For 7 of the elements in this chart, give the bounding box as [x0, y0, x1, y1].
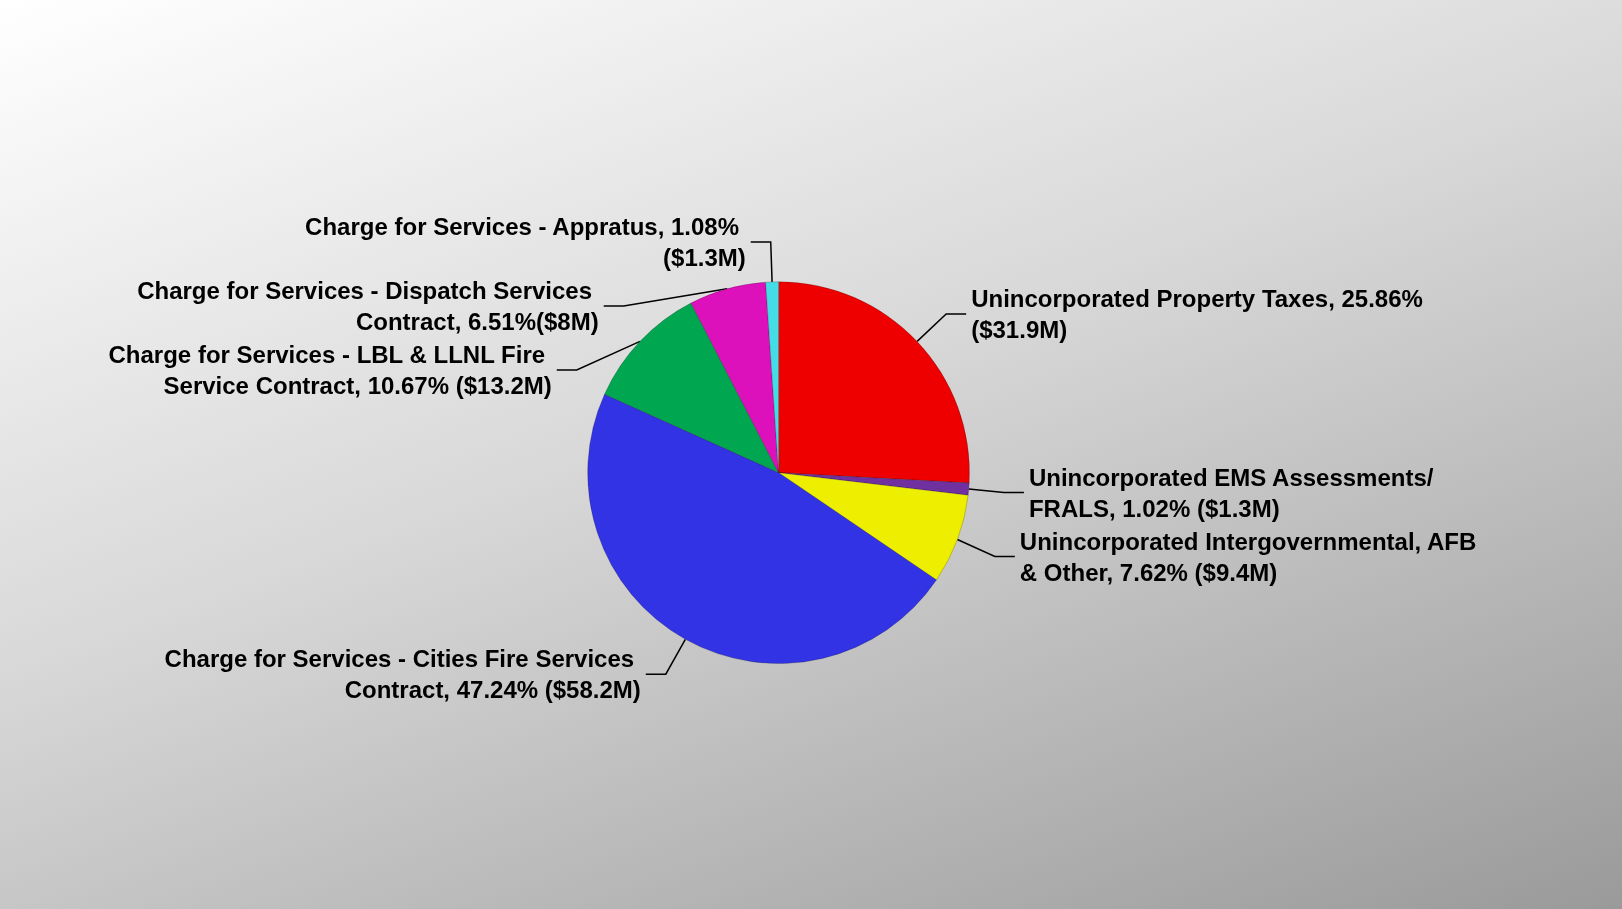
slice-label: Charge for Services - Appratus, 1.08% ($1.3M): [305, 212, 746, 271]
slice-label: Unincorporated Intergovernmental, AFB & Other, 7.62% ($9.4M): [1019, 527, 1484, 586]
slice-label: Unincorporated EMS Assessments/FRALS, 1.02% ($1.3M): [1028, 463, 1434, 522]
slice-label: Charge for Services - Cities Fire Services Contract, 47.24% ($58.2M): [164, 645, 641, 704]
slice-label: Charge for Services - Dispatch Services Contract, 6.51%($8M): [137, 276, 599, 335]
slice-label: Unincorporated Property Taxes, 25.86% ($31.9M): [971, 284, 1430, 343]
slice-label: Charge for Services - LBL & LLNL Fire Service Contract, 10.67% ($13.2M): [108, 340, 552, 399]
